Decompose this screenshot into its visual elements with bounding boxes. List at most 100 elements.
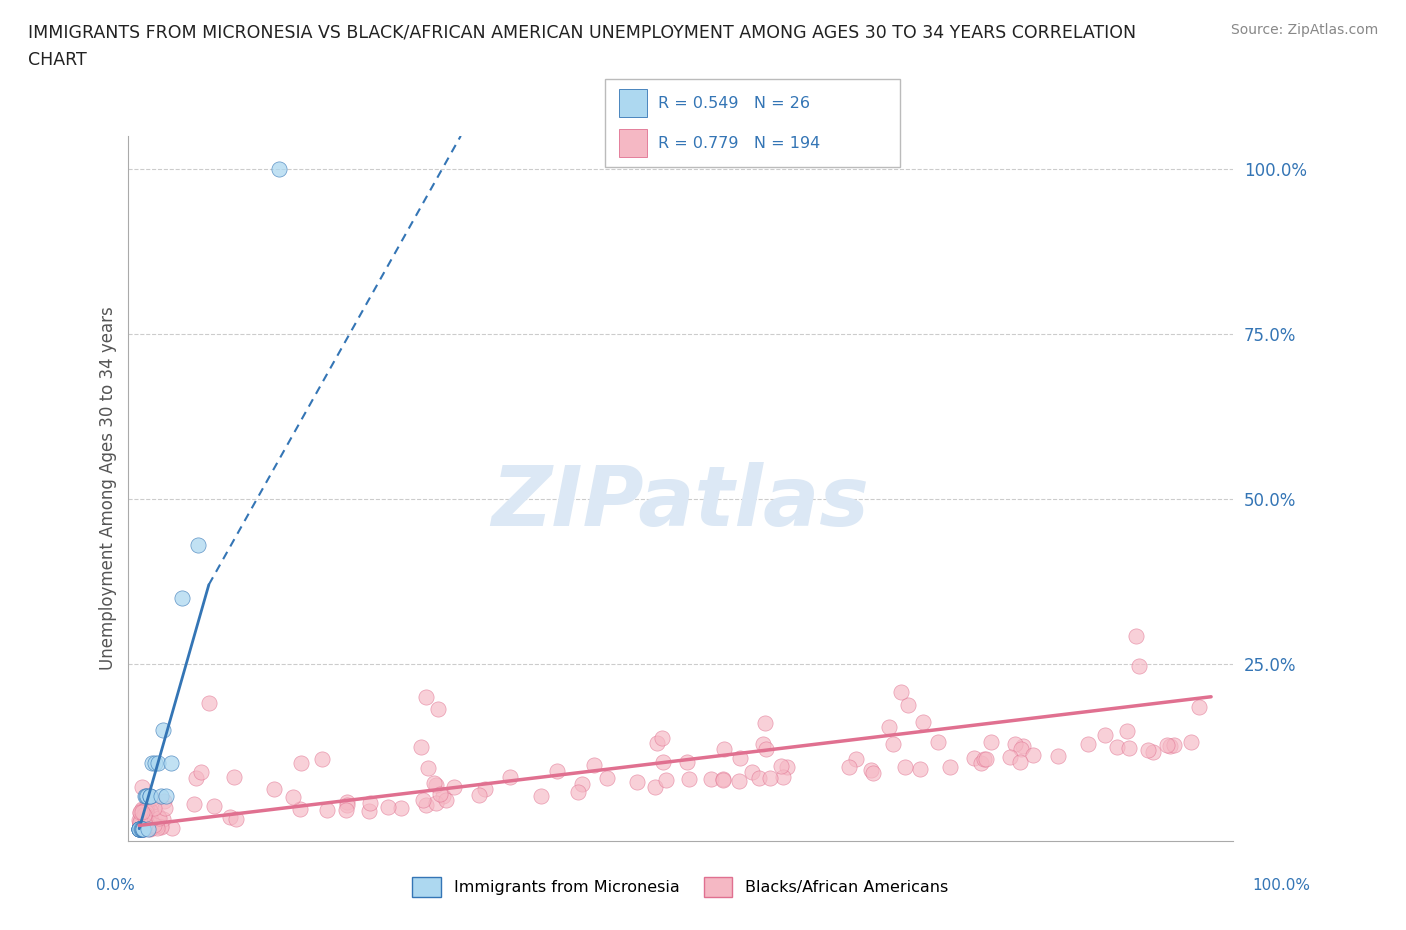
Point xyxy=(713,741,735,756)
Text: R = 0.549   N = 26: R = 0.549 N = 26 xyxy=(658,97,810,112)
Point xyxy=(131,817,153,832)
Point xyxy=(135,804,157,819)
Point xyxy=(335,803,357,817)
Point xyxy=(184,771,207,786)
Point xyxy=(145,820,167,835)
Point xyxy=(288,802,311,817)
Point xyxy=(160,755,183,770)
Point xyxy=(138,815,160,830)
Point xyxy=(596,770,619,785)
Point xyxy=(263,782,285,797)
Point xyxy=(128,820,150,835)
Point xyxy=(128,821,150,836)
Point xyxy=(148,809,170,824)
Point xyxy=(128,821,150,836)
Point xyxy=(132,821,155,836)
Point xyxy=(134,789,156,804)
Point xyxy=(149,820,172,835)
Point xyxy=(128,821,150,836)
Point xyxy=(267,162,290,177)
Point xyxy=(129,820,152,835)
Point xyxy=(336,798,359,813)
Point xyxy=(141,804,163,818)
Point xyxy=(139,789,162,804)
Point xyxy=(651,754,673,769)
Point xyxy=(893,760,915,775)
Point xyxy=(134,818,156,833)
Point xyxy=(145,818,167,833)
Point xyxy=(429,787,451,802)
Point xyxy=(772,770,794,785)
Point xyxy=(224,769,246,784)
Point xyxy=(136,821,159,836)
Point xyxy=(897,698,920,712)
Point xyxy=(131,817,153,831)
Point xyxy=(474,781,496,796)
Point xyxy=(1156,737,1178,752)
Point xyxy=(202,798,225,813)
Point xyxy=(139,789,162,804)
Point xyxy=(139,821,162,836)
Point xyxy=(1136,742,1159,757)
Point xyxy=(752,737,775,751)
Point xyxy=(132,819,155,834)
Point xyxy=(728,773,751,788)
Point xyxy=(219,810,242,825)
Point xyxy=(316,803,339,817)
Point xyxy=(443,779,465,794)
Point xyxy=(131,821,153,836)
Point xyxy=(468,787,491,802)
Point xyxy=(567,785,589,800)
Point xyxy=(128,817,150,832)
Point xyxy=(135,801,157,816)
Point xyxy=(134,802,156,817)
Point xyxy=(336,795,359,810)
Point xyxy=(149,789,172,804)
Point xyxy=(153,793,176,808)
Point xyxy=(128,804,150,819)
Point xyxy=(645,735,668,750)
Point xyxy=(134,811,156,826)
Point xyxy=(134,821,156,836)
Point xyxy=(183,796,205,811)
Point xyxy=(571,777,593,791)
Point xyxy=(128,805,150,820)
Point xyxy=(359,796,381,811)
Point xyxy=(1128,658,1150,673)
Point xyxy=(1105,739,1128,754)
Point xyxy=(582,757,605,772)
Point xyxy=(1046,749,1069,764)
Point xyxy=(426,701,449,716)
Point xyxy=(415,798,437,813)
Point xyxy=(135,821,157,836)
Point xyxy=(758,771,780,786)
Point xyxy=(1021,748,1043,763)
Point xyxy=(135,815,157,830)
Point xyxy=(131,814,153,829)
Point xyxy=(409,740,432,755)
Point xyxy=(131,819,153,834)
Point xyxy=(170,591,193,605)
Point xyxy=(862,765,884,780)
Point xyxy=(131,812,153,827)
Point xyxy=(728,751,751,766)
Point xyxy=(700,772,723,787)
Point xyxy=(1000,750,1022,764)
Point xyxy=(415,689,437,704)
Point xyxy=(132,811,155,826)
Text: 100.0%: 100.0% xyxy=(1253,878,1310,893)
Point xyxy=(131,817,153,831)
Point xyxy=(416,761,439,776)
Point xyxy=(882,737,904,751)
Point xyxy=(135,810,157,825)
Point xyxy=(654,773,676,788)
Point xyxy=(1094,727,1116,742)
Point xyxy=(142,817,165,832)
Point xyxy=(152,811,174,826)
Point xyxy=(143,818,166,833)
Point xyxy=(927,734,949,749)
Point xyxy=(425,795,447,810)
Point xyxy=(132,814,155,829)
Point xyxy=(838,760,860,775)
Point xyxy=(149,818,172,833)
